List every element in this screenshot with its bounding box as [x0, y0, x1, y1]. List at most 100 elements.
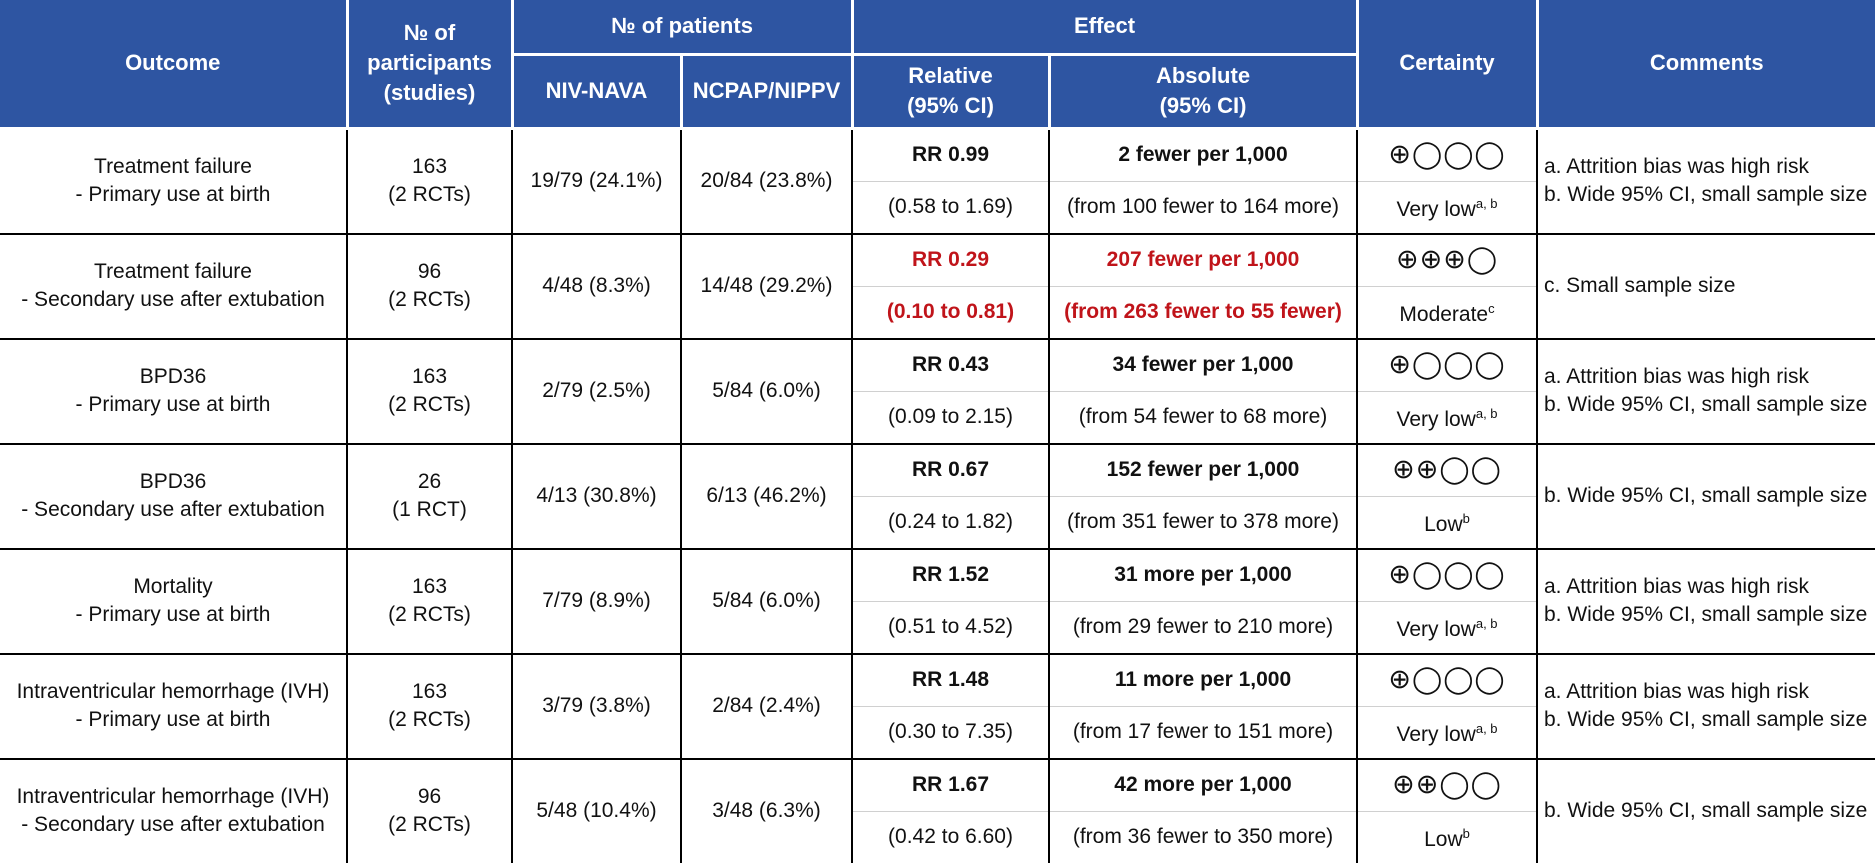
absolute-ci: (from 263 fewer to 55 fewer): [1049, 286, 1358, 339]
absolute-effect: 42 more per 1,000: [1049, 757, 1358, 812]
certainty-footnote: c: [1488, 301, 1495, 316]
header-participants: № of participants (studies): [347, 0, 514, 130]
comments-cell: a. Attrition bias was high risk b. Wide …: [1537, 337, 1875, 444]
certainty-cell: Lowb: [1357, 811, 1538, 863]
relative-ci: (0.58 to 1.69): [852, 181, 1050, 234]
outcome-subtype: - Secondary use after extubation: [21, 288, 325, 311]
niv-nava-cell: 5/48 (10.4%): [512, 757, 682, 863]
header-relative: Relative (95% CI): [852, 54, 1051, 130]
absolute-ci: (from 351 fewer to 378 more): [1049, 496, 1358, 549]
outcome-name: Treatment failure: [94, 155, 252, 178]
studies-count: (2 RCTs): [388, 183, 471, 206]
certainty-label: Very low: [1396, 408, 1476, 431]
comment-line: a. Attrition bias was high risk: [1544, 680, 1809, 703]
ncpap-cell: 6/13 (46.2%): [681, 442, 853, 549]
absolute-ci: (from 17 fewer to 151 more): [1049, 706, 1358, 759]
relative-ci: (0.10 to 0.81): [852, 286, 1050, 339]
certainty-cell: Moderatec: [1357, 286, 1538, 339]
header-participants-label: № of participants (studies): [367, 20, 492, 106]
comments-cell: a. Attrition bias was high risk b. Wide …: [1537, 652, 1875, 759]
certainty-symbols-icon: ⊕◯◯◯: [1357, 547, 1538, 602]
studies-count: (2 RCTs): [388, 813, 471, 836]
table-row: Intraventricular hemorrhage (IVH) - Prim…: [0, 652, 1875, 759]
outcome-subtype: - Secondary use after extubation: [21, 498, 325, 521]
ncpap-cell: 5/84 (6.0%): [681, 337, 853, 444]
table-row: BPD36 - Secondary use after extubation 2…: [0, 442, 1875, 549]
absolute-effect: 2 fewer per 1,000: [1049, 127, 1358, 182]
outcome-cell: Mortality - Primary use at birth: [0, 547, 348, 654]
certainty-footnote: b: [1462, 826, 1470, 841]
participants-count: 163: [411, 155, 448, 178]
comment-line: b. Wide 95% CI, small sample size: [1544, 484, 1868, 507]
relative-ci: (0.30 to 7.35): [852, 706, 1050, 759]
relative-rr: RR 1.52: [852, 547, 1050, 602]
comments-cell: b. Wide 95% CI, small sample size: [1537, 442, 1875, 549]
certainty-footnote: a, b: [1475, 196, 1498, 211]
certainty-label: Very low: [1396, 723, 1476, 746]
absolute-effect: 31 more per 1,000: [1049, 547, 1358, 602]
header-outcome: Outcome: [0, 0, 349, 130]
outcome-subtype: - Primary use at birth: [75, 708, 271, 731]
certainty-symbols-icon: ⊕◯◯◯: [1357, 652, 1538, 707]
table-header: Outcome № of participants (studies) № of…: [0, 0, 1875, 130]
certainty-symbols-icon: ⊕◯◯◯: [1357, 337, 1538, 392]
absolute-ci: (from 100 fewer to 164 more): [1049, 181, 1358, 234]
table-row-ci: (0.24 to 1.82) (from 351 fewer to 378 mo…: [0, 496, 1875, 549]
absolute-effect: 152 fewer per 1,000: [1049, 442, 1358, 497]
outcome-cell: BPD36 - Secondary use after extubation: [0, 442, 348, 549]
certainty-footnote: a, b: [1475, 616, 1498, 631]
niv-nava-cell: 7/79 (8.9%): [512, 547, 682, 654]
absolute-ci: (from 54 fewer to 68 more): [1049, 391, 1358, 444]
header-absolute-label: Absolute (95% CI): [1155, 63, 1251, 118]
certainty-label: Moderate: [1399, 303, 1489, 326]
comment-line: a. Attrition bias was high risk: [1544, 575, 1809, 598]
comment-line: a. Attrition bias was high risk: [1544, 155, 1809, 178]
comment-line: b. Wide 95% CI, small sample size: [1544, 799, 1868, 822]
participants-cell: 163 (2 RCTs): [347, 127, 513, 234]
certainty-label: Low: [1424, 828, 1463, 851]
comments-cell: c. Small sample size: [1537, 232, 1875, 339]
certainty-cell: Very lowa, b: [1357, 601, 1538, 654]
participants-count: 163: [411, 365, 448, 388]
table-row-ci: (0.10 to 0.81) (from 263 fewer to 55 few…: [0, 286, 1875, 339]
outcome-subtype: - Primary use at birth: [75, 393, 271, 416]
ncpap-cell: 5/84 (6.0%): [681, 547, 853, 654]
relative-ci: (0.51 to 4.52): [852, 601, 1050, 654]
studies-count: (2 RCTs): [388, 603, 471, 626]
comments-cell: a. Attrition bias was high risk b. Wide …: [1537, 127, 1875, 234]
table-row: Treatment failure - Primary use at birth…: [0, 127, 1875, 234]
header-certainty: Certainty: [1357, 0, 1539, 130]
comment-line: b. Wide 95% CI, small sample size: [1544, 183, 1868, 206]
relative-ci: (0.42 to 6.60): [852, 811, 1050, 863]
participants-cell: 163 (2 RCTs): [347, 652, 513, 759]
comment-line: b. Wide 95% CI, small sample size: [1544, 603, 1868, 626]
participants-cell: 163 (2 RCTs): [347, 337, 513, 444]
relative-rr: RR 0.43: [852, 337, 1050, 392]
studies-count: (2 RCTs): [388, 708, 471, 731]
participants-count: 96: [417, 260, 442, 283]
participants-count: 163: [411, 680, 448, 703]
absolute-effect: 34 fewer per 1,000: [1049, 337, 1358, 392]
certainty-footnote: b: [1462, 511, 1470, 526]
comment-line: a. Attrition bias was high risk: [1544, 365, 1809, 388]
table-row: Mortality - Primary use at birth 163 (2 …: [0, 547, 1875, 654]
participants-count: 26: [417, 470, 442, 493]
ncpap-cell: 14/48 (29.2%): [681, 232, 853, 339]
relative-ci: (0.24 to 1.82): [852, 496, 1050, 549]
certainty-footnote: a, b: [1475, 721, 1498, 736]
certainty-symbols-icon: ⊕⊕⊕◯: [1357, 232, 1538, 287]
participants-cell: 96 (2 RCTs): [347, 757, 513, 863]
comments-cell: b. Wide 95% CI, small sample size: [1537, 757, 1875, 863]
header-relative-label: Relative (95% CI): [907, 63, 994, 118]
header-patients: № of patients: [512, 0, 854, 56]
relative-rr: RR 1.48: [852, 652, 1050, 707]
table-row: Treatment failure - Secondary use after …: [0, 232, 1875, 339]
certainty-cell: Very lowa, b: [1357, 391, 1538, 444]
outcome-name: BPD36: [139, 365, 207, 388]
comments-cell: a. Attrition bias was high risk b. Wide …: [1537, 547, 1875, 654]
ncpap-cell: 3/48 (6.3%): [681, 757, 853, 863]
comment-line: b. Wide 95% CI, small sample size: [1544, 393, 1868, 416]
certainty-cell: Very lowa, b: [1357, 181, 1538, 234]
outcome-name: Intraventricular hemorrhage (IVH): [16, 785, 330, 808]
